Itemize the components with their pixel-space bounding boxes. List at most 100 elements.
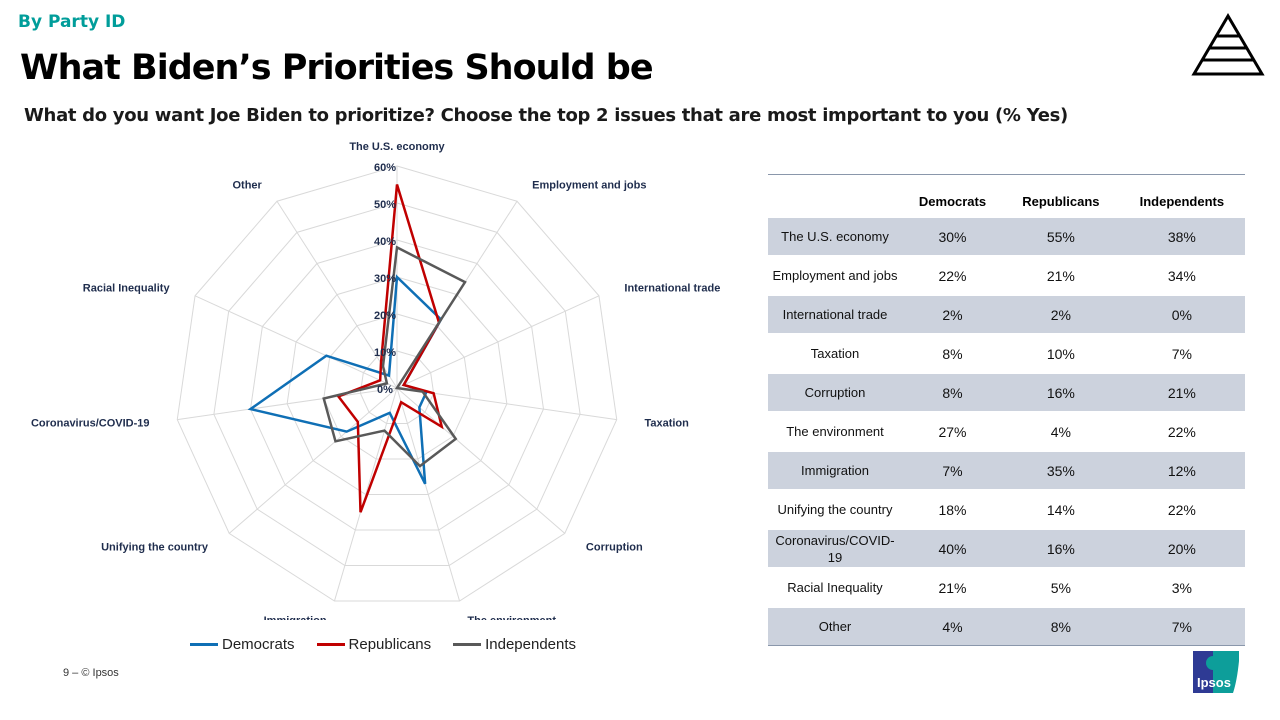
table-cell: 2% xyxy=(902,295,1003,334)
tick-label: 30% xyxy=(374,273,396,285)
table-cell: 7% xyxy=(902,451,1003,490)
row-label: International trade xyxy=(768,295,902,334)
svg-text:Ipsos: Ipsos xyxy=(1197,675,1231,690)
page-title: What Biden’s Priorities Should be xyxy=(20,48,654,88)
table-row: Immigration 7% 35% 12% xyxy=(768,451,1245,490)
row-label: Corruption xyxy=(768,373,902,412)
table-cell: 8% xyxy=(902,373,1003,412)
legend-item-democrats: Democrats xyxy=(190,636,295,653)
table-row: Taxation 8% 10% 7% xyxy=(768,334,1245,373)
table-cell: 22% xyxy=(1167,501,1196,518)
grid-spoke xyxy=(276,200,398,389)
row-label: Taxation xyxy=(810,346,860,361)
table-cell: 20% xyxy=(1118,529,1245,568)
tick-label: 50% xyxy=(374,199,396,211)
legend-label: Democrats xyxy=(222,636,295,653)
table-cell: 21% xyxy=(938,579,967,596)
table-row: Coronavirus/COVID-19 40% 16% 20% xyxy=(768,529,1245,568)
axis-label: Corruption xyxy=(586,541,643,553)
table-row: The environment 27% 4% 22% xyxy=(768,412,1245,451)
tick-label: 20% xyxy=(374,310,396,322)
table-cell: 38% xyxy=(1118,217,1245,256)
axis-label: Taxation xyxy=(644,417,689,429)
table-cell: 10% xyxy=(1046,345,1075,362)
table-row: Other 4% 8% 7% xyxy=(768,607,1245,646)
axis-label: Immigration xyxy=(264,615,327,620)
pyramid-logo-icon xyxy=(1191,13,1265,76)
grid-spoke xyxy=(194,295,398,389)
grid-spoke xyxy=(177,387,398,421)
tick-label: 40% xyxy=(374,236,396,248)
table-cell: 12% xyxy=(1118,451,1245,490)
column-header: Independents xyxy=(1139,193,1225,209)
row-label: Unifying the country xyxy=(777,502,893,517)
row-label: Other xyxy=(768,607,902,646)
table-cell: 14% xyxy=(1046,501,1075,518)
table-cell: 18% xyxy=(938,501,967,518)
grid-spoke xyxy=(396,387,461,602)
table-cell: 2% xyxy=(1003,295,1119,334)
grid-ring xyxy=(249,239,545,531)
grid-ring xyxy=(359,350,435,425)
row-label: Immigration xyxy=(768,451,902,490)
table-header-row: Democrats Republicans Independents xyxy=(768,175,1245,218)
grid-ring xyxy=(323,313,471,460)
table-row: The U.S. economy 30% 55% 38% xyxy=(768,217,1245,256)
axis-label: International trade xyxy=(624,282,720,294)
table-cell: 4% xyxy=(902,607,1003,646)
series-republicans xyxy=(336,184,444,513)
table-cell: 7% xyxy=(1118,607,1245,646)
table-cell: 4% xyxy=(1050,423,1071,440)
table-cell: 16% xyxy=(1003,529,1119,568)
table-row: International trade 2% 2% 0% xyxy=(768,295,1245,334)
grid-spoke xyxy=(396,295,600,389)
table-row: Racial Inequality 21% 5% 3% xyxy=(768,568,1245,607)
table-cell: 21% xyxy=(1118,373,1245,412)
table-row: Unifying the country 18% 14% 22% xyxy=(768,490,1245,529)
grid-ring xyxy=(176,165,618,602)
table-row: Employment and jobs 22% 21% 34% xyxy=(768,256,1245,295)
kicker: By Party ID xyxy=(18,12,126,32)
table-cell: 5% xyxy=(1050,579,1071,596)
table-cell: 35% xyxy=(1003,451,1119,490)
legend-item-republicans: Republicans xyxy=(316,636,432,653)
legend-label: Republicans xyxy=(348,636,432,653)
tick-label: 0% xyxy=(377,384,393,396)
legend-label: Independents xyxy=(485,636,577,653)
table-cell: 22% xyxy=(1167,423,1196,440)
ipsos-logo: Ipsos xyxy=(1193,651,1239,693)
grid-ring xyxy=(286,276,508,496)
axis-label: Racial Inequality xyxy=(83,282,171,294)
axis-label: The U.S. economy xyxy=(349,141,445,153)
grid-spoke xyxy=(396,387,566,534)
table-cell: 22% xyxy=(938,267,967,284)
axis-label: The environment xyxy=(467,615,556,620)
table-cell: 30% xyxy=(902,217,1003,256)
footer-page-number: 9 – © Ipsos xyxy=(63,667,119,679)
column-header: Republicans xyxy=(1022,193,1100,209)
axis-label: Coronavirus/COVID-19 xyxy=(31,417,150,429)
series-independents xyxy=(322,245,467,468)
grid-spoke xyxy=(228,387,398,534)
table-cell: 34% xyxy=(1167,267,1196,284)
table-cell: 3% xyxy=(1171,579,1192,596)
row-label: Coronavirus/COVID-19 xyxy=(768,529,902,568)
legend-item-independents: Independents xyxy=(453,636,576,653)
table-cell: 8% xyxy=(942,345,963,362)
column-header xyxy=(768,175,902,218)
table-cell: 8% xyxy=(1003,607,1119,646)
table-cell: 0% xyxy=(1118,295,1245,334)
table-row: Corruption 8% 16% 21% xyxy=(768,373,1245,412)
table-cell: 27% xyxy=(938,423,967,440)
grid-spoke xyxy=(333,387,398,602)
row-label: The environment xyxy=(786,424,884,439)
table-cell: 21% xyxy=(1046,267,1075,284)
axis-label: Employment and jobs xyxy=(532,179,646,191)
tick-label: 60% xyxy=(374,162,396,174)
row-label: The U.S. economy xyxy=(768,217,902,256)
axis-label: Other xyxy=(232,179,262,191)
row-label: Employment and jobs xyxy=(772,268,898,283)
chart-legend: Democrats Republicans Independents xyxy=(190,636,576,653)
subtitle: What do you want Joe Biden to prioritize… xyxy=(24,105,1068,126)
table-cell: 55% xyxy=(1003,217,1119,256)
